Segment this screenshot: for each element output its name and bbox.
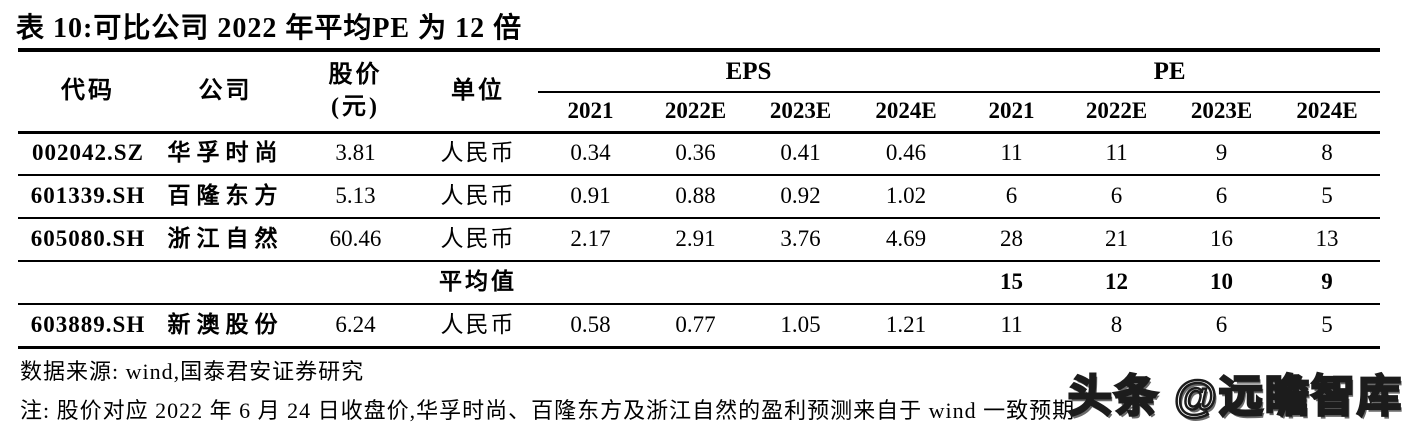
cell-code: 601339.SH [18,175,158,219]
cell-unit: 人民币 [418,218,538,262]
header-eps-2022e: 2022E [643,92,748,134]
cell-eps-2024e: 1.02 [853,175,960,219]
cell-eps-2023e: 1.05 [748,304,853,349]
header-code: 代码 [18,50,158,134]
avg-pe-2024e: 9 [1274,261,1381,305]
cell-price: 3.81 [293,132,418,176]
table-title: 表 10:可比公司 2022 年平均PE 为 12 倍 [16,13,523,44]
header-pe-2023e: 2023E [1169,92,1275,134]
cell-price: 5.13 [293,175,418,219]
cell-pe-2024e: 13 [1274,218,1381,262]
cell-eps-2021: 2.17 [538,218,643,262]
header-price-line2: (元) [331,94,380,121]
header-unit: 单位 [418,50,538,134]
cell-pe-2023e: 9 [1169,132,1275,176]
header-price: 股价 (元) [293,50,418,134]
cell-pe-2023e: 6 [1169,304,1275,349]
cell-eps-2022e: 0.36 [643,132,748,176]
table-row: 603889.SH 新澳股份 6.24 人民币 0.58 0.77 1.05 1… [18,304,1381,349]
cell-eps-2022e: 0.88 [643,175,748,219]
cell-eps-2024e: 0.46 [853,132,960,176]
cell-code: 605080.SH [18,218,158,262]
header-pe-2021: 2021 [959,92,1065,134]
cell-company: 华孚时尚 [158,132,293,176]
header-pe-2024e: 2024E [1274,92,1381,134]
cell-empty [158,261,293,305]
cell-code: 603889.SH [18,304,158,349]
cell-eps-2023e: 0.41 [748,132,853,176]
cell-pe-2021: 11 [959,304,1065,349]
cell-pe-2022e: 8 [1064,304,1170,349]
cell-eps-2022e: 0.77 [643,304,748,349]
cell-pe-2022e: 21 [1064,218,1170,262]
cell-pe-2023e: 6 [1169,175,1275,219]
header-pe-2022e: 2022E [1064,92,1170,134]
header-group-pe: PE [959,50,1381,93]
avg-pe-2022e: 12 [1064,261,1170,305]
cell-unit: 人民币 [418,132,538,176]
cell-pe-2022e: 11 [1064,132,1170,176]
header-eps-2023e: 2023E [748,92,853,134]
cell-eps-2024e: 1.21 [853,304,960,349]
cell-empty [853,261,960,305]
cell-pe-2024e: 5 [1274,304,1381,349]
cell-pe-2021: 28 [959,218,1065,262]
cell-unit: 人民币 [418,304,538,349]
cell-empty [18,261,158,305]
cell-code: 002042.SZ [18,132,158,176]
header-eps-2021: 2021 [538,92,643,134]
header-eps-2024e: 2024E [853,92,960,134]
cell-eps-2023e: 0.92 [748,175,853,219]
cell-pe-2021: 6 [959,175,1065,219]
cell-company: 百隆东方 [158,175,293,219]
avg-pe-2021: 15 [959,261,1065,305]
cell-eps-2021: 0.34 [538,132,643,176]
cell-pe-2024e: 8 [1274,132,1381,176]
cell-empty [293,261,418,305]
toutiao-watermark: 头条 @远瞻智库 [1067,371,1403,423]
cell-pe-2022e: 6 [1064,175,1170,219]
cell-eps-2023e: 3.76 [748,218,853,262]
cell-empty [748,261,853,305]
avg-pe-2023e: 10 [1169,261,1275,305]
header-group-eps: EPS [538,50,960,93]
cell-eps-2021: 0.91 [538,175,643,219]
cell-empty [643,261,748,305]
cell-eps-2022e: 2.91 [643,218,748,262]
table-row: 601339.SH 百隆东方 5.13 人民币 0.91 0.88 0.92 1… [18,175,1381,219]
cell-pe-2023e: 16 [1169,218,1275,262]
table-row: 002042.SZ 华孚时尚 3.81 人民币 0.34 0.36 0.41 0… [18,132,1381,176]
cell-pe-2024e: 5 [1274,175,1381,219]
header-price-line1: 股价 [328,61,383,88]
average-row: 平均值 15 12 10 9 [18,261,1381,305]
average-label: 平均值 [418,261,538,305]
header-company: 公司 [158,50,293,134]
cell-empty [538,261,643,305]
cell-eps-2021: 0.58 [538,304,643,349]
cell-eps-2024e: 4.69 [853,218,960,262]
cell-company: 新澳股份 [158,304,293,349]
cell-company: 浙江自然 [158,218,293,262]
comparable-companies-table: 代码 公司 股价 (元) 单位 EPS PE 2021 2022E 2023E 2… [18,48,1381,349]
data-source-text: 数据来源: wind,国泰君安证券研究 [20,359,365,384]
table-row: 605080.SH 浙江自然 60.46 人民币 2.17 2.91 3.76 … [18,218,1381,262]
cell-price: 6.24 [293,304,418,349]
cell-price: 60.46 [293,218,418,262]
cell-pe-2021: 11 [959,132,1065,176]
cell-unit: 人民币 [418,175,538,219]
footnote-text: 注: 股价对应 2022 年 6 月 24 日收盘价,华孚时尚、百隆东方及浙江自… [20,398,1076,423]
